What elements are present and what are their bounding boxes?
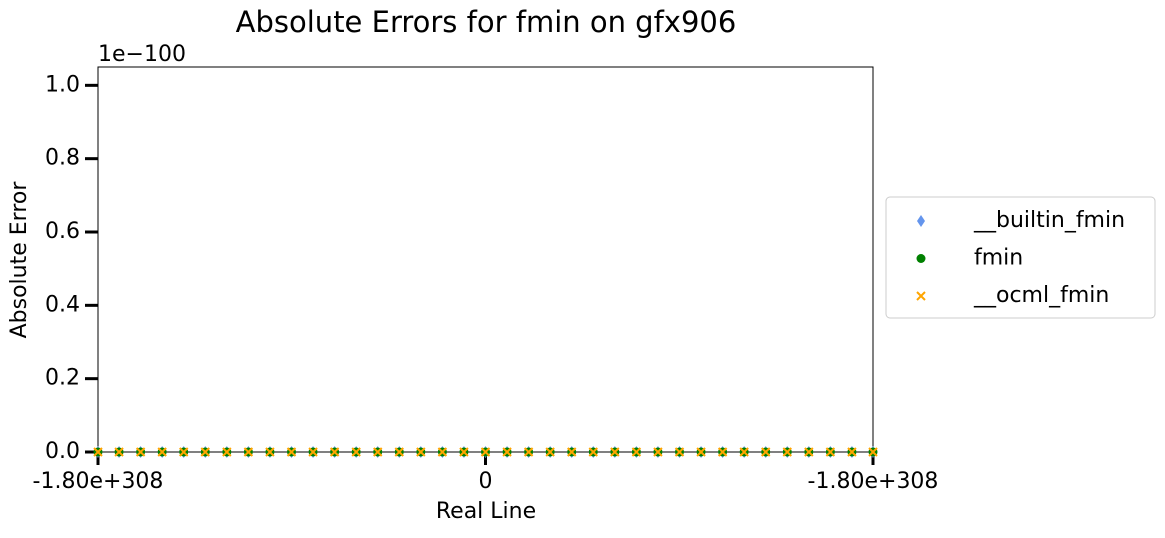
point [761, 447, 771, 457]
y-tick-label: 0.0 [45, 439, 80, 464]
point [653, 447, 663, 457]
point [308, 447, 318, 457]
point [200, 447, 210, 457]
point [868, 447, 878, 457]
point [782, 447, 792, 457]
point [502, 447, 512, 457]
point [523, 447, 534, 457]
point [588, 447, 598, 457]
point [351, 447, 361, 457]
point [717, 447, 728, 457]
y-offset-text: 1e−100 [98, 42, 186, 67]
point [394, 447, 404, 457]
point [804, 447, 814, 457]
point [222, 447, 232, 457]
point [459, 447, 469, 457]
point [179, 447, 189, 457]
y-axis-label: Absolute Error [7, 181, 32, 339]
point [286, 447, 297, 457]
point [674, 447, 685, 457]
point [631, 447, 642, 457]
point [739, 447, 749, 457]
x-tick-label: -1.80e+308 [808, 469, 939, 494]
legend-marker [916, 254, 926, 263]
point [480, 447, 491, 457]
legend-marker [917, 215, 925, 227]
point [567, 447, 577, 457]
point [243, 447, 254, 457]
point [416, 447, 426, 457]
point [696, 447, 706, 457]
x-tick-label: -1.80e+308 [33, 469, 164, 494]
legend-box [885, 196, 1156, 319]
plot-frame [97, 66, 874, 453]
legend-label: fmin [974, 246, 1023, 271]
point [373, 447, 383, 457]
point [135, 447, 146, 457]
y-tick-label: 1.0 [45, 72, 80, 97]
point [329, 447, 340, 457]
point [610, 447, 620, 457]
y-tick-label: 0.4 [45, 292, 80, 317]
point [825, 447, 836, 457]
point [545, 447, 555, 457]
point [437, 447, 448, 457]
chart-title: Absolute Errors for fmin on gfx906 [236, 5, 737, 39]
x-tick-label: 0 [479, 469, 493, 494]
x-axis-label: Real Line [436, 499, 536, 524]
y-tick-label: 0.8 [45, 146, 80, 171]
legend-marker [916, 291, 926, 301]
point [114, 447, 124, 457]
point [847, 447, 857, 457]
point [157, 447, 167, 457]
y-tick-label: 0.6 [45, 219, 80, 244]
y-tick-label: 0.2 [45, 366, 80, 391]
legend-label: __ocml_fmin [973, 283, 1109, 308]
point [93, 447, 103, 457]
point [265, 447, 275, 457]
legend-label: __builtin_fmin [973, 208, 1125, 233]
